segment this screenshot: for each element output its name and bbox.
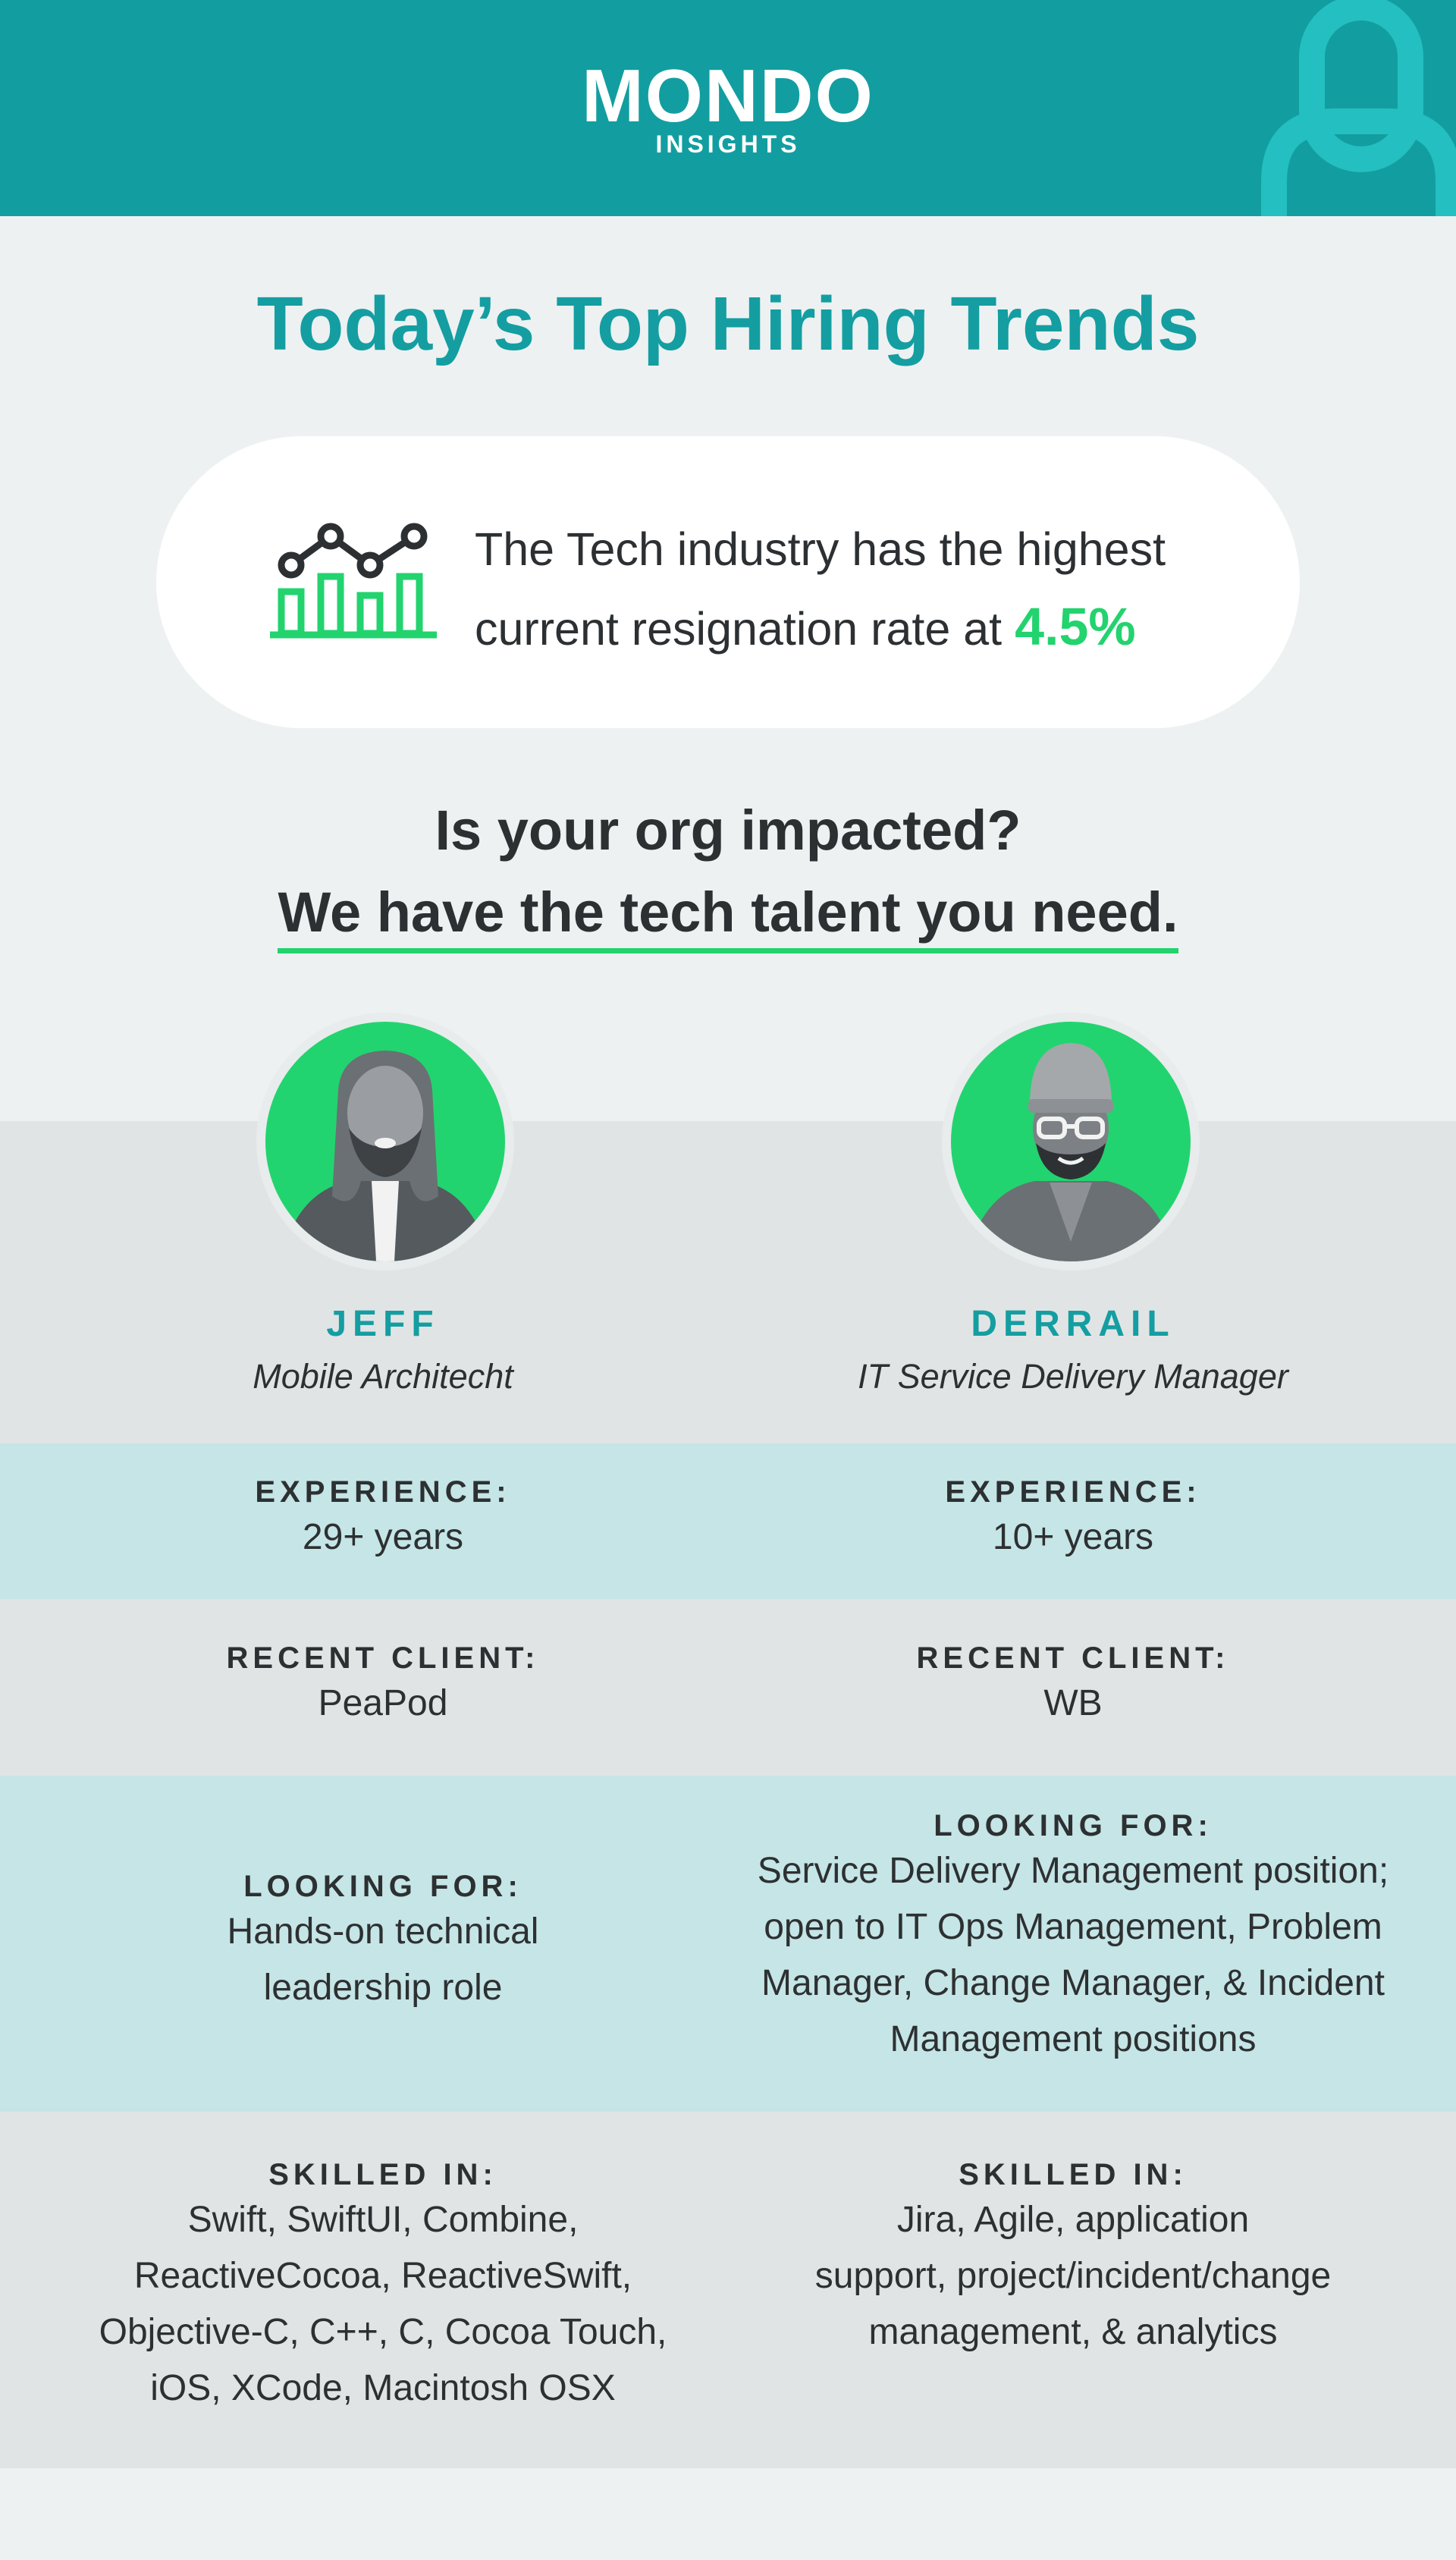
looking-for-line: Service Delivery Management position; — [757, 1851, 1389, 1891]
candidate-1-experience: EXPERIENCE: 29+ years — [19, 1475, 747, 1566]
looking-for-label: LOOKING FOR: — [243, 1870, 522, 1903]
skills-line: ReactiveCocoa, ReactiveSwift, — [133, 2256, 632, 2296]
looking-for-label: LOOKING FOR: — [934, 1809, 1213, 1842]
client-label: RECENT CLIENT: — [916, 1641, 1230, 1675]
candidate-name: JEFF — [326, 1304, 440, 1344]
looking-for-line: Manager, Change Manager, & Incident — [761, 1963, 1385, 2003]
candidate-1-client: RECENT CLIENT: PeaPod — [19, 1641, 747, 1732]
looking-for-line: Management positions — [890, 2019, 1257, 2059]
avatar-derrail — [942, 1013, 1200, 1271]
resignation-rate: 4.5% — [1015, 597, 1136, 656]
candidate-2-skills: SKILLED IN: Jira, Agile, application sup… — [709, 2158, 1437, 2361]
skills-line: management, & analytics — [868, 2312, 1278, 2352]
skills-label: SKILLED IN: — [268, 2158, 497, 2191]
looking-for-band — [0, 1776, 1456, 2112]
page-title: Today’s Top Hiring Trends — [256, 281, 1200, 366]
chart-icon — [270, 523, 437, 639]
looking-for-line: open to IT Ops Management, Problem — [764, 1907, 1382, 1947]
looking-for-line: leadership role — [263, 1968, 503, 2008]
profile-band — [0, 1121, 1456, 1443]
header: MONDO INSIGHTS — [0, 0, 1456, 216]
candidate-1-looking-for: LOOKING FOR: Hands-on technical leadersh… — [19, 1870, 747, 2016]
skills-band — [0, 2112, 1456, 2468]
candidate-2-client: RECENT CLIENT: WB — [709, 1641, 1437, 1732]
person-long-hair-icon — [281, 1051, 490, 1261]
stat-line-2: current resignation rate at 4.5% — [475, 597, 1136, 656]
candidate-2-looking-for: LOOKING FOR: Service Delivery Management… — [709, 1809, 1437, 2068]
experience-label: EXPERIENCE: — [255, 1475, 511, 1509]
brand-subtitle: INSIGHTS — [655, 130, 801, 158]
skills-label: SKILLED IN: — [959, 2158, 1188, 2191]
client-label: RECENT CLIENT: — [226, 1641, 540, 1675]
candidate-2-header: DERRAIL IT Service Delivery Manager — [709, 1303, 1437, 1396]
experience-value: 29+ years — [302, 1517, 464, 1557]
client-value: WB — [1043, 1683, 1103, 1723]
candidate-1-skills: SKILLED IN: Swift, SwiftUI, Combine, Rea… — [19, 2158, 747, 2417]
looking-for-line: Hands-on technical — [227, 1911, 539, 1952]
skills-line: support, project/incident/change — [814, 2256, 1332, 2296]
tagline: We have the tech talent you need. — [0, 878, 1456, 953]
skills-line: Jira, Agile, application — [896, 2200, 1250, 2240]
skills-line: Objective-C, C++, C, Cocoa Touch, — [99, 2312, 667, 2352]
person-beanie-icon — [966, 1043, 1175, 1261]
stat-card: The Tech industry has the highest curren… — [156, 436, 1300, 728]
question-heading: Is your org impacted? — [435, 799, 1021, 862]
skills-line: iOS, XCode, Macintosh OSX — [150, 2368, 616, 2408]
experience-value: 10+ years — [992, 1517, 1154, 1557]
experience-label: EXPERIENCE: — [945, 1475, 1201, 1509]
tagline-text: We have the tech talent you need. — [278, 878, 1178, 953]
candidate-name: DERRAIL — [971, 1304, 1175, 1344]
candidate-2-experience: EXPERIENCE: 10+ years — [709, 1475, 1437, 1566]
skills-line: Swift, SwiftUI, Combine, — [187, 2200, 579, 2240]
candidate-1-header: JEFF Mobile Architecht — [19, 1303, 747, 1396]
experience-band — [0, 1443, 1456, 1599]
stat-text: The Tech industry has the highest curren… — [475, 510, 1166, 667]
candidate-role: Mobile Architecht — [253, 1357, 513, 1396]
decorative-person-icon — [1261, 0, 1456, 216]
brand-logo: MONDO — [582, 54, 874, 137]
stat-line-1: The Tech industry has the highest — [475, 523, 1166, 575]
candidate-role: IT Service Delivery Manager — [858, 1357, 1288, 1396]
avatar-jeff — [256, 1013, 514, 1271]
client-value: PeaPod — [318, 1683, 448, 1723]
client-band — [0, 1599, 1456, 1776]
